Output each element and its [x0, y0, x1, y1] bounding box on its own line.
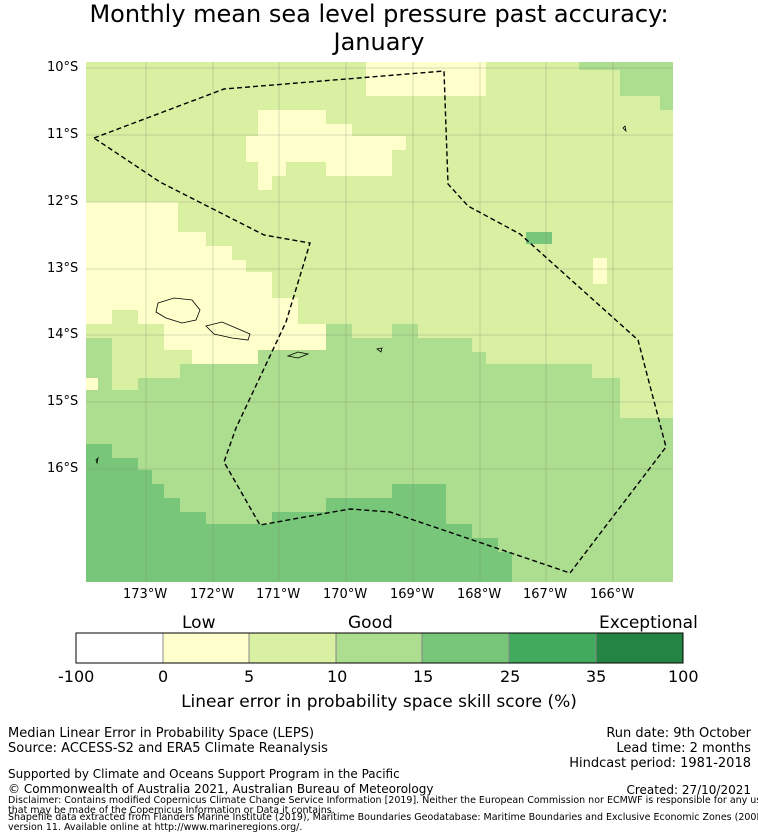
island-upolu	[205, 321, 251, 341]
colorbar-segment	[76, 633, 163, 663]
lat-label-15s: 15°S	[47, 394, 79, 409]
colorbar-axis-label: Linear error in probability space skill …	[181, 692, 577, 712]
lon-label-168w: 168°W	[457, 587, 502, 602]
graticule	[86, 62, 673, 582]
colorbar-segment	[336, 633, 422, 663]
copyright-text: © Commonwealth of Australia 2021, Austra…	[8, 782, 434, 796]
colorbar-segment	[422, 633, 509, 663]
skill-patch-good-ne	[579, 62, 673, 110]
skill-patch-good-high-east	[526, 232, 552, 244]
map-svg	[86, 62, 673, 582]
skill-patch-low-east	[593, 258, 607, 284]
colorbar-segment	[163, 633, 249, 663]
island-tutuila	[286, 351, 310, 359]
lon-label-172w: 172°W	[190, 587, 235, 602]
lon-label-170w: 170°W	[323, 587, 368, 602]
colorbar	[75, 632, 684, 664]
lon-label-169w: 169°W	[390, 587, 435, 602]
created-text: Created: 27/10/2021	[626, 783, 751, 797]
colorbar-frame	[75, 632, 684, 664]
colorbar-tick: 25	[500, 667, 521, 686]
colorbar-tick: 10	[327, 667, 348, 686]
colorbar-segment	[249, 633, 336, 663]
skill-patch-low-north	[366, 62, 486, 96]
islands	[95, 125, 627, 465]
colorbar-segment	[509, 633, 596, 663]
lat-label-10s: 10°S	[47, 60, 79, 75]
lon-label-166w: 166°W	[590, 587, 635, 602]
colorbar-tick: 15	[413, 667, 434, 686]
skill-patch-low-center	[246, 110, 406, 190]
colorbar-tick: 35	[586, 667, 607, 686]
skill-patch-low-sw	[86, 378, 98, 390]
source-text: Source: ACCESS-S2 and ERA5 Climate Reana…	[8, 741, 328, 756]
eez-boundary	[92, 70, 667, 574]
island-savaii	[155, 297, 201, 324]
colorbar-tick: 5	[244, 667, 255, 686]
legend-category-good: Good	[348, 613, 393, 633]
lat-label-16s: 16°S	[47, 461, 79, 476]
lon-label-167w: 167°W	[523, 587, 568, 602]
lat-label-11s: 11°S	[47, 127, 79, 142]
lead-time-text: Lead time: 2 months	[616, 741, 751, 756]
lat-label-14s: 14°S	[47, 327, 79, 342]
colorbar-tick: -100	[58, 667, 95, 686]
island-manua	[376, 347, 383, 353]
island-small-ne	[622, 125, 627, 133]
lat-label-12s: 12°S	[47, 194, 79, 209]
colorbar-segment	[596, 633, 683, 663]
run-date-text: Run date: 9th October	[606, 726, 751, 741]
legend-category-exceptional: Exceptional	[599, 613, 698, 633]
method-text: Median Linear Error in Probability Space…	[8, 726, 315, 741]
skill-map	[86, 62, 673, 582]
island-small-west	[95, 456, 99, 465]
colorbar-dividers	[162, 633, 597, 663]
legend-category-low: Low	[182, 613, 216, 633]
skill-patch-good-south	[86, 324, 673, 582]
shapefile-line-2: version 11. Available online at http://w…	[8, 822, 303, 833]
colorbar-tick: 0	[158, 667, 169, 686]
chart-title: Monthly mean sea level pressure past acc…	[0, 0, 758, 56]
shapefile-line-1: Shapefile data extracted from Flanders M…	[8, 812, 758, 823]
support-text: Supported by Climate and Oceans Support …	[8, 767, 400, 781]
lat-label-13s: 13°S	[47, 261, 79, 276]
colorbar-tick: 100	[668, 667, 699, 686]
title-line-1: Monthly mean sea level pressure past acc…	[89, 0, 669, 28]
disclaimer-line-2: that may be made of the Copernicus Infor…	[8, 805, 335, 816]
hindcast-text: Hindcast period: 1981-2018	[569, 756, 751, 771]
title-line-2: January	[333, 28, 425, 56]
disclaimer-line-1: Disclaimer: Contains modified Copernicus…	[8, 795, 758, 806]
skill-patch-good-high-south	[86, 444, 512, 582]
lon-label-171w: 171°W	[256, 587, 301, 602]
lon-label-173w: 173°W	[123, 587, 168, 602]
